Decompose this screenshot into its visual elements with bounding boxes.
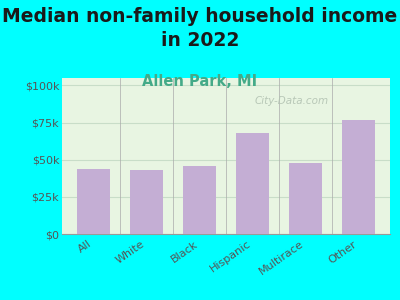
Bar [236,133,269,234]
Bar [183,166,216,234]
Text: Median non-family household income
in 2022: Median non-family household income in 20… [2,8,398,50]
Bar [342,120,375,234]
Bar [77,169,110,234]
Bar [130,170,163,234]
Bar [289,163,322,234]
Text: City-Data.com: City-Data.com [254,96,329,106]
Text: Allen Park, MI: Allen Park, MI [142,74,258,88]
